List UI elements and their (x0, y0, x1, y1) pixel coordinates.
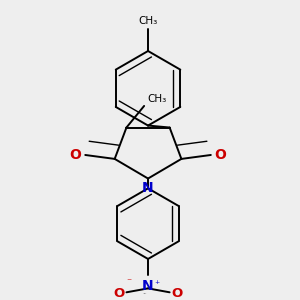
Text: O: O (215, 148, 226, 162)
Text: N: N (142, 182, 154, 196)
Text: O: O (70, 148, 81, 162)
Text: CH₃: CH₃ (138, 16, 158, 26)
Text: O: O (113, 287, 124, 300)
Text: ⁺: ⁺ (154, 280, 159, 290)
Text: O: O (172, 287, 183, 300)
Text: N: N (142, 279, 154, 292)
Text: ⁻: ⁻ (127, 278, 132, 287)
Text: CH₃: CH₃ (147, 94, 166, 104)
